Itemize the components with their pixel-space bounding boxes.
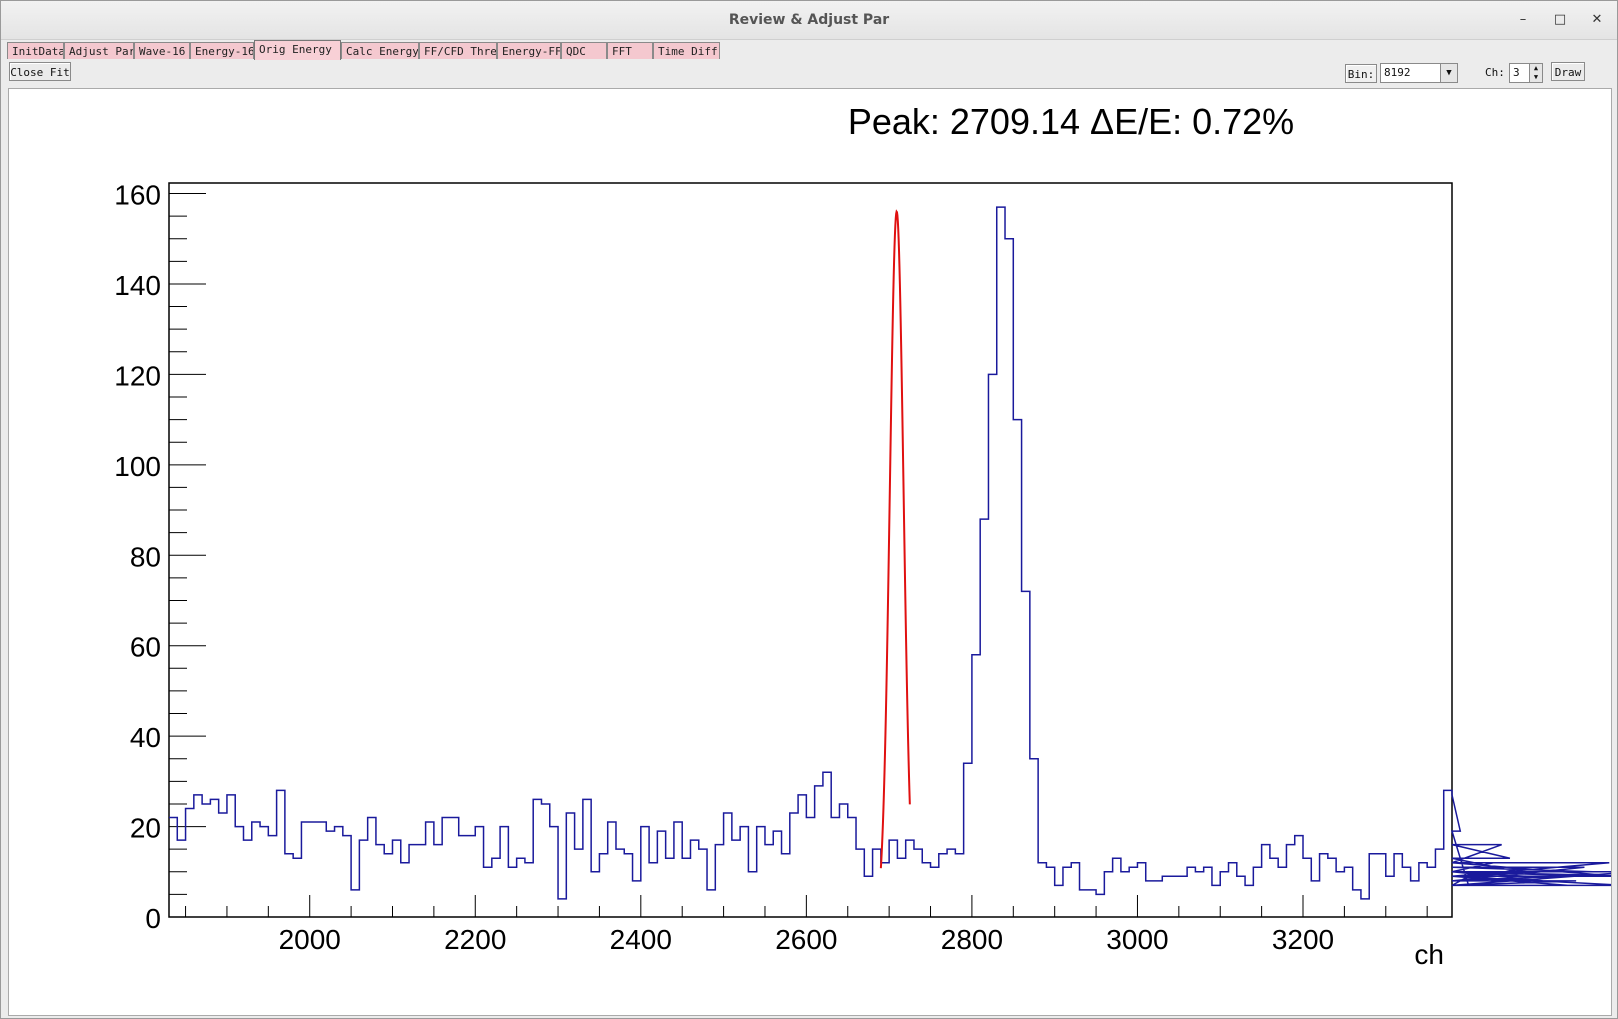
ch-label: Ch:: [1485, 66, 1505, 79]
chevron-down-icon[interactable]: ▼: [1440, 64, 1457, 82]
histogram-chart: Peak: 2709.14 ΔE/E: 0.72% 0 20 40 60 80 100 12…: [114, 101, 1618, 970]
bin-value: 8192: [1384, 66, 1411, 79]
plot-frame: [168, 182, 1453, 918]
y-tick-label: 160: [114, 180, 161, 211]
close-fit-button[interactable]: Close Fit: [9, 62, 71, 81]
y-tick-label: 120: [114, 360, 161, 391]
plot-canvas[interactable]: Peak: 2709.14 ΔE/E: 0.72% 0 20 40 60 80 100 12…: [8, 88, 1618, 1016]
tab-time-diff[interactable]: Time Diff: [653, 42, 720, 59]
x-tick-label: 3000: [1106, 924, 1168, 955]
chart-title: Peak: 2709.14 ΔE/E: 0.72%: [848, 101, 1294, 142]
x-axis: 2000 2200 2400 2600 2800 3000 3200: [185, 895, 1428, 955]
tab-ff-cfd-thre[interactable]: FF/CFD Thre: [419, 42, 497, 59]
ch-value: 3: [1513, 66, 1520, 79]
tab-energy-ff[interactable]: Energy-FF: [497, 42, 561, 59]
minimize-icon[interactable]: –: [1519, 12, 1527, 27]
fit-curve: [879, 209, 911, 869]
y-tick-label: 40: [130, 722, 161, 753]
tab-calc-energy[interactable]: Calc Energy: [341, 42, 419, 59]
tab-energy-16[interactable]: Energy-16: [190, 42, 254, 59]
window-title: Review & Adjust Par: [728, 12, 890, 28]
maximize-icon[interactable]: □: [1553, 12, 1567, 27]
tab-wave-16[interactable]: Wave-16: [134, 42, 190, 59]
x-axis-label: ch: [1414, 939, 1444, 970]
x-tick-label: 2200: [444, 924, 506, 955]
tab-initdata[interactable]: InitData: [7, 42, 64, 59]
tab-qdc[interactable]: QDC: [561, 42, 607, 59]
bin-label: Bin:: [1345, 64, 1377, 83]
y-tick-label: 80: [130, 541, 161, 572]
x-tick-label: 3200: [1272, 924, 1334, 955]
toolbar: Close Fit Bin: 8192 ▼ Ch: 3 ▲ ▼ Draw: [1, 60, 1617, 84]
series-group: [169, 206, 1618, 900]
spin-arrows-icon[interactable]: ▲ ▼: [1529, 64, 1542, 82]
x-tick-label: 2400: [610, 924, 672, 955]
x-tick-label: 2000: [279, 924, 341, 955]
bin-select[interactable]: 8192 ▼: [1380, 63, 1458, 83]
title-bar: Review & Adjust Par – □ ✕: [1, 1, 1617, 40]
x-tick-label: 2600: [775, 924, 837, 955]
y-axis: 0 20 40 60 80 100 120 140 160: [114, 180, 206, 934]
y-tick-label: 60: [130, 632, 161, 663]
draw-button[interactable]: Draw: [1551, 62, 1585, 81]
ch-spinbox[interactable]: 3 ▲ ▼: [1509, 63, 1543, 83]
y-tick-label: 0: [145, 903, 161, 934]
histogram-series: [169, 206, 1618, 900]
tab-fft[interactable]: FFT: [607, 42, 653, 59]
y-tick-label: 100: [114, 451, 161, 482]
y-tick-label: 20: [130, 813, 161, 844]
tab-orig-energy[interactable]: Orig Energy: [254, 40, 341, 60]
tab-adjust-par[interactable]: Adjust Par: [64, 42, 134, 59]
close-icon[interactable]: ✕: [1591, 12, 1603, 27]
x-tick-label: 2800: [941, 924, 1003, 955]
y-tick-label: 140: [114, 270, 161, 301]
